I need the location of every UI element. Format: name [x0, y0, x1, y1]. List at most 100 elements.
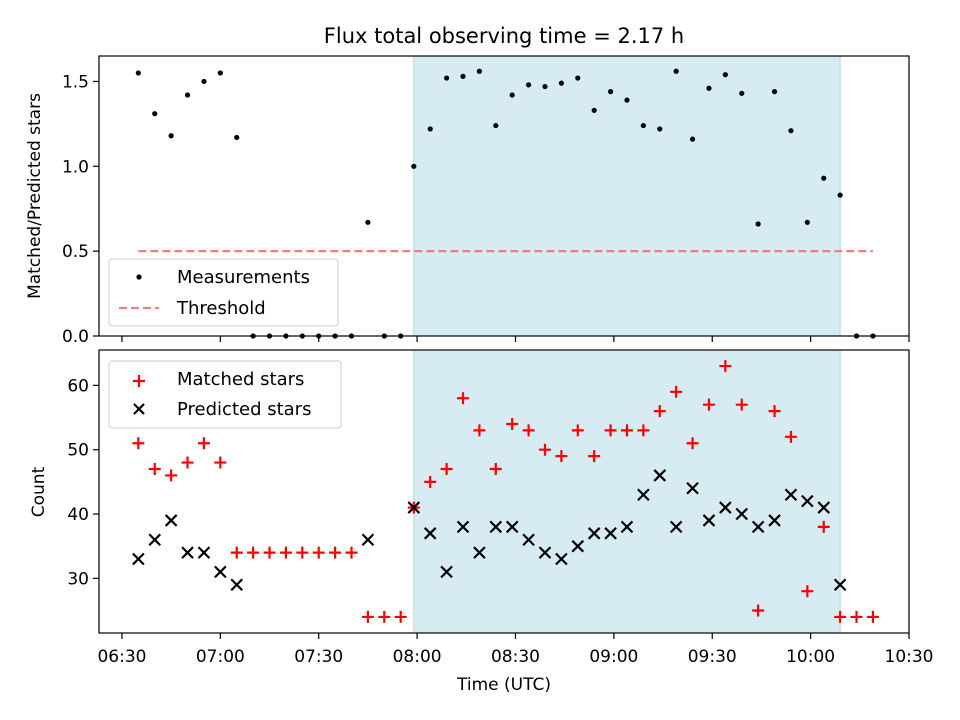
legend-measurement-marker [136, 274, 142, 280]
matched-star-point [768, 405, 781, 418]
matched-star-point [263, 546, 276, 559]
top-y-axis-label: Matched/Predicted stars [25, 93, 45, 299]
x-tick-label: 07:30 [294, 647, 343, 667]
matched-star-point [538, 443, 551, 456]
measurement-point [706, 85, 712, 91]
matched-star-point [378, 610, 391, 623]
measurement-point [444, 75, 450, 81]
x-tick-label: 08:00 [393, 647, 442, 667]
matched-star-point [571, 424, 584, 437]
predicted-star-point [456, 520, 470, 534]
measurement-point [673, 68, 679, 74]
measurement-point [657, 126, 663, 132]
matched-star-point [686, 437, 699, 450]
legend-predicted-label: Predicted stars [177, 399, 311, 420]
predicted-star-point [686, 482, 699, 495]
top-legend: Measurements Threshold [108, 258, 339, 327]
matched-star-point [132, 437, 145, 450]
measurement-point [460, 73, 466, 79]
measurement-point [821, 175, 827, 181]
top-axes-frame [98, 55, 910, 337]
legend-predicted-marker [133, 403, 145, 415]
measurement-point [558, 80, 564, 86]
predicted-star-point [620, 520, 634, 534]
predicted-star-point [522, 533, 535, 547]
matched-star-point [522, 424, 535, 437]
predicted-star-point [473, 546, 486, 559]
measurement-point [509, 92, 515, 98]
x-tick-label: 06:30 [97, 647, 146, 667]
measurement-point [184, 92, 191, 98]
predicted-star-point [361, 533, 375, 547]
matched-star-point [440, 462, 453, 475]
measurement-point [607, 89, 614, 95]
measurement-point [152, 111, 158, 117]
top-y-axis: 0.0 0.5 1.0 1.5 [62, 72, 99, 347]
predicted-star-point [719, 501, 732, 514]
matched-star-point [588, 450, 601, 463]
predicted-star-point [181, 546, 194, 559]
matched-star-point [473, 424, 486, 437]
predicted-star-point [214, 565, 227, 579]
predicted-star-point [440, 565, 453, 579]
bottom-y-axis: 30 40 50 60 [67, 376, 99, 589]
matched-star-point [457, 392, 470, 405]
bottom-x-axis: 06:30 07:00 07:30 08:00 08:30 09:00 09:30 10:00… [97, 633, 934, 667]
predicted-star-point [197, 546, 211, 559]
top-x-ticks [121, 336, 910, 342]
predicted-star-point [538, 546, 552, 559]
predicted-star-point [637, 488, 650, 501]
matched-star-point [719, 360, 732, 373]
matched-star-point [604, 424, 617, 437]
measurement-point [575, 75, 581, 81]
measurement-point [739, 90, 745, 96]
matched-star-point [424, 475, 437, 488]
predicted-star-point [407, 501, 421, 514]
x-axis-label: Time (UTC) [456, 675, 551, 695]
bottom-y-axis-label: Count [29, 466, 49, 517]
matched-star-point [214, 456, 227, 469]
matched-star-point [555, 450, 568, 463]
bottom-axes-frame [98, 349, 910, 634]
y-tick-label: 60 [67, 376, 89, 396]
legend-matched-marker [133, 375, 145, 387]
predicted-star-point [801, 494, 814, 508]
measurement-point [365, 219, 371, 225]
y-tick-label: 40 [67, 505, 89, 525]
matched-star-point [148, 462, 161, 475]
predicted-star-point [604, 527, 617, 540]
y-tick-label: 1.5 [62, 72, 89, 92]
bottom-legend: Matched stars Predicted stars [108, 360, 342, 429]
x-tick-label: 10:00 [786, 647, 835, 667]
legend-matched-label: Matched stars [177, 369, 304, 390]
matched-star-point [834, 610, 847, 623]
predicted-star-point [148, 533, 162, 547]
matched-star-point [637, 424, 650, 437]
matched-star-point [361, 610, 374, 623]
matched-star-point [247, 546, 260, 559]
matched-star-point [312, 546, 325, 559]
measurement-point [427, 126, 433, 132]
measurement-point [493, 122, 499, 129]
measurement-point [771, 89, 778, 95]
predicted-star-point [768, 514, 781, 527]
matched-star-point [653, 405, 666, 418]
y-tick-label: 0.5 [62, 242, 89, 262]
x-tick-label: 07:00 [196, 647, 245, 667]
measurement-point [542, 83, 548, 90]
predicted-star-point [164, 514, 178, 527]
measurement-point [755, 221, 761, 227]
matched-star-point [735, 398, 748, 411]
measurement-point [525, 82, 532, 88]
predicted-star-point [817, 501, 831, 514]
matched-star-point [279, 546, 292, 559]
measurement-point [234, 134, 240, 141]
predicted-star-point [505, 520, 519, 534]
measurement-point [640, 122, 646, 129]
predicted-star-point [833, 578, 847, 592]
predicted-star-point [423, 527, 437, 540]
predicted-star-point [653, 469, 667, 482]
measurement-point [788, 128, 794, 134]
